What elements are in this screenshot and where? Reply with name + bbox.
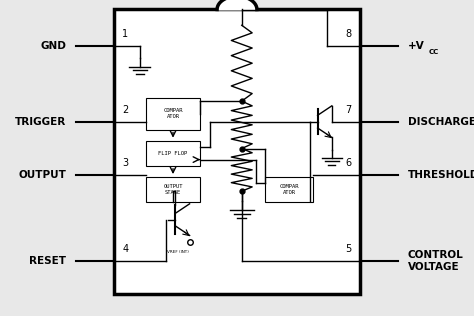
Bar [265, 177, 313, 202]
Text: CONTROL
VOLTAGE: CONTROL VOLTAGE [408, 250, 464, 271]
Text: FLIP FLOP: FLIP FLOP [158, 151, 188, 156]
Text: COMPAR
ATOR: COMPAR ATOR [279, 184, 299, 195]
Bar [146, 98, 200, 130]
Text: RESET: RESET [29, 256, 66, 266]
Bar [146, 141, 200, 166]
Text: 6: 6 [346, 158, 352, 168]
Text: 8: 8 [346, 29, 352, 39]
Text: 3: 3 [122, 158, 128, 168]
Text: VREF (INT): VREF (INT) [167, 250, 189, 254]
Text: DISCHARGE: DISCHARGE [408, 117, 474, 127]
Polygon shape [217, 0, 257, 9]
Bar [114, 9, 360, 294]
Text: CC: CC [429, 49, 439, 54]
Text: OUTPUT
STAGE: OUTPUT STAGE [163, 184, 183, 195]
Text: OUTPUT: OUTPUT [18, 170, 66, 180]
Bar [146, 177, 200, 202]
Text: COMPAR
ATOR: COMPAR ATOR [163, 108, 183, 119]
Text: +V: +V [408, 41, 424, 51]
Text: 2: 2 [122, 105, 128, 115]
Text: 7: 7 [346, 105, 352, 115]
Text: 5: 5 [346, 244, 352, 254]
Text: GND: GND [40, 41, 66, 51]
Text: THRESHOLD: THRESHOLD [408, 170, 474, 180]
Text: 4: 4 [122, 244, 128, 254]
Text: 1: 1 [122, 29, 128, 39]
Text: TRIGGER: TRIGGER [15, 117, 66, 127]
